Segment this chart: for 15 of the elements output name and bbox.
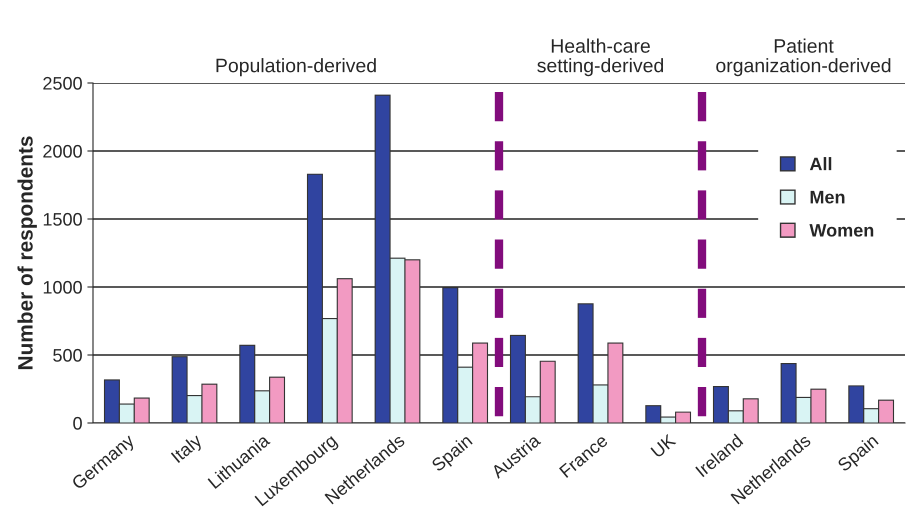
legend-label: Women bbox=[809, 224, 874, 237]
y-tick-label: 2000 bbox=[43, 144, 82, 158]
x-tick-label: Italy bbox=[170, 432, 206, 466]
y-tick-label: 500 bbox=[53, 348, 82, 362]
y-tick-label: 1500 bbox=[44, 212, 82, 226]
y-tick-label: 2500 bbox=[43, 76, 82, 90]
y-axis-title: Number of respondents bbox=[17, 136, 37, 370]
x-tick-label: UK bbox=[650, 433, 677, 458]
y-tick-label: 1000 bbox=[44, 280, 82, 294]
legend-label: All bbox=[810, 157, 832, 170]
legend-label: Men bbox=[810, 190, 844, 204]
text: Health-care setting-derived bbox=[537, 38, 664, 76]
y-tick-label: 0 bbox=[73, 416, 82, 430]
text: Patient organization-derived bbox=[716, 38, 890, 76]
text: Population-derived bbox=[216, 58, 376, 76]
